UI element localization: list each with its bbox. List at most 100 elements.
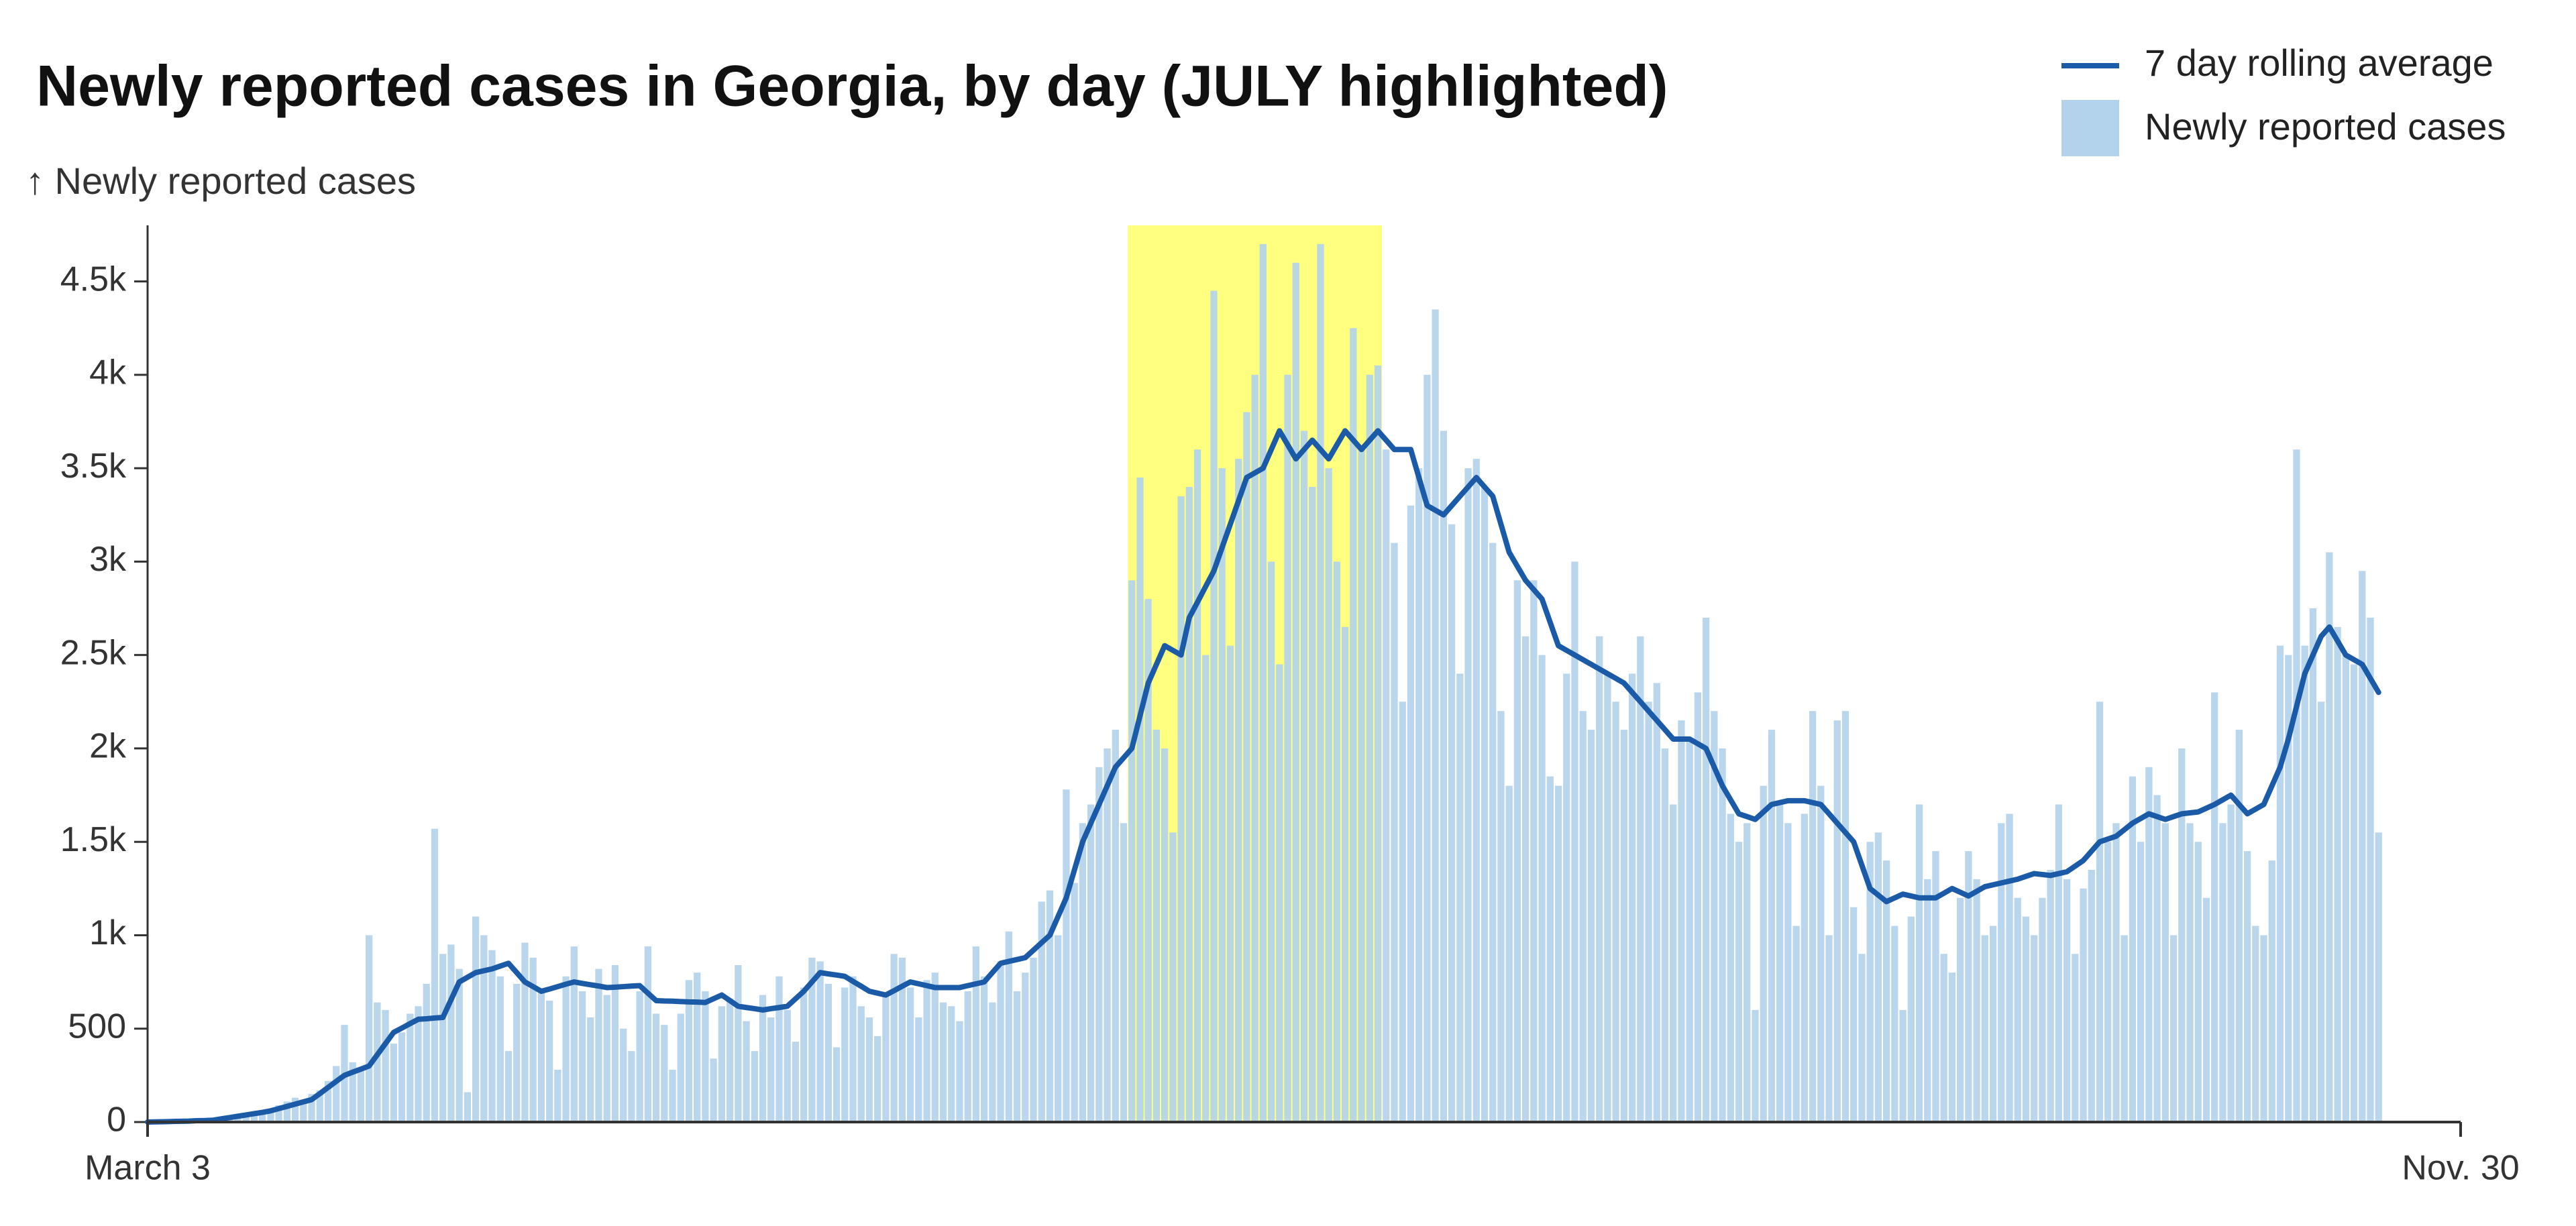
bar (390, 1044, 397, 1122)
bar (1055, 935, 1062, 1122)
bar (1383, 449, 1390, 1122)
bar (800, 987, 808, 1122)
bar (956, 1021, 963, 1122)
bar (841, 987, 849, 1122)
bar (620, 1028, 627, 1122)
bar (2096, 702, 2104, 1122)
bar (1358, 449, 1365, 1122)
bar (447, 944, 455, 1122)
bar (1456, 673, 1464, 1122)
bar (1948, 972, 1956, 1122)
bar (677, 1013, 684, 1122)
bar (767, 1017, 775, 1122)
bar (865, 1017, 873, 1122)
y-tick-label: 1.5k (60, 820, 127, 859)
bar (1694, 692, 1702, 1122)
bar (1448, 524, 1456, 1122)
y-tick-label: 2.5k (60, 633, 127, 672)
bar (1136, 478, 1144, 1122)
bar (2161, 823, 2169, 1122)
bar (1325, 468, 1332, 1122)
bar (578, 991, 586, 1122)
bar (1087, 804, 1095, 1122)
bar (874, 1036, 881, 1122)
bar (1711, 711, 1718, 1122)
bar (1177, 496, 1185, 1122)
bar (1612, 702, 1619, 1122)
bar (1645, 702, 1652, 1122)
bar (1719, 748, 1726, 1122)
bar (751, 1051, 758, 1122)
bar (1989, 926, 1997, 1122)
bar (898, 957, 906, 1122)
bar (1768, 730, 1776, 1122)
bar (775, 976, 783, 1122)
bar (931, 972, 938, 1122)
bar (1005, 931, 1012, 1122)
bar (1169, 832, 1177, 1122)
bar (603, 995, 610, 1122)
bar (997, 961, 1004, 1122)
bar (595, 968, 602, 1122)
bar (2194, 842, 2202, 1122)
bar (1981, 935, 1988, 1122)
bar (2268, 860, 2275, 1122)
bar (1784, 823, 1792, 1122)
bar (1432, 309, 1439, 1122)
bar (1907, 916, 1915, 1122)
bar (726, 999, 734, 1122)
bar (1267, 561, 1275, 1122)
bar (1538, 655, 1546, 1122)
bar (2318, 702, 2325, 1122)
bar (1112, 730, 1119, 1122)
bar (455, 968, 463, 1122)
bar (1661, 748, 1669, 1122)
bar (1013, 991, 1021, 1122)
bar (2178, 748, 2186, 1122)
bar (259, 1111, 266, 1122)
bar (2276, 645, 2284, 1122)
bar (1424, 374, 1431, 1123)
bar (1530, 580, 1538, 1122)
bar (1727, 814, 1734, 1122)
bar (464, 1092, 471, 1122)
bar (1218, 468, 1226, 1122)
bar (1276, 664, 1283, 1122)
bar (308, 1094, 315, 1122)
bar (1998, 823, 2005, 1122)
bar (587, 1017, 594, 1122)
bar (1637, 636, 1644, 1122)
bar (1653, 683, 1660, 1122)
bar (1407, 505, 1415, 1122)
bar (324, 1080, 332, 1122)
bar (1374, 365, 1382, 1122)
bar (349, 1062, 356, 1122)
bar (1152, 730, 1161, 1122)
bar (1866, 842, 1874, 1122)
bar (1259, 243, 1267, 1123)
bar (2145, 767, 2153, 1122)
bar (915, 1017, 922, 1122)
bar (554, 1070, 561, 1122)
bar (2350, 664, 2358, 1122)
bar (611, 965, 619, 1122)
bar (2186, 823, 2194, 1122)
bar (1038, 901, 1045, 1122)
bar (1874, 832, 1882, 1122)
bar (1341, 626, 1349, 1122)
bar (2039, 897, 2046, 1122)
bar (2063, 879, 2071, 1122)
bar (2252, 926, 2259, 1122)
bar (545, 1000, 553, 1122)
bar (2260, 935, 2267, 1122)
bar (1489, 543, 1497, 1122)
bar (661, 1025, 668, 1122)
bar (496, 976, 504, 1122)
bar (1833, 720, 1841, 1122)
bar (1776, 804, 1784, 1122)
bar (1366, 374, 1373, 1123)
bar (570, 946, 578, 1122)
bar (1546, 776, 1554, 1122)
